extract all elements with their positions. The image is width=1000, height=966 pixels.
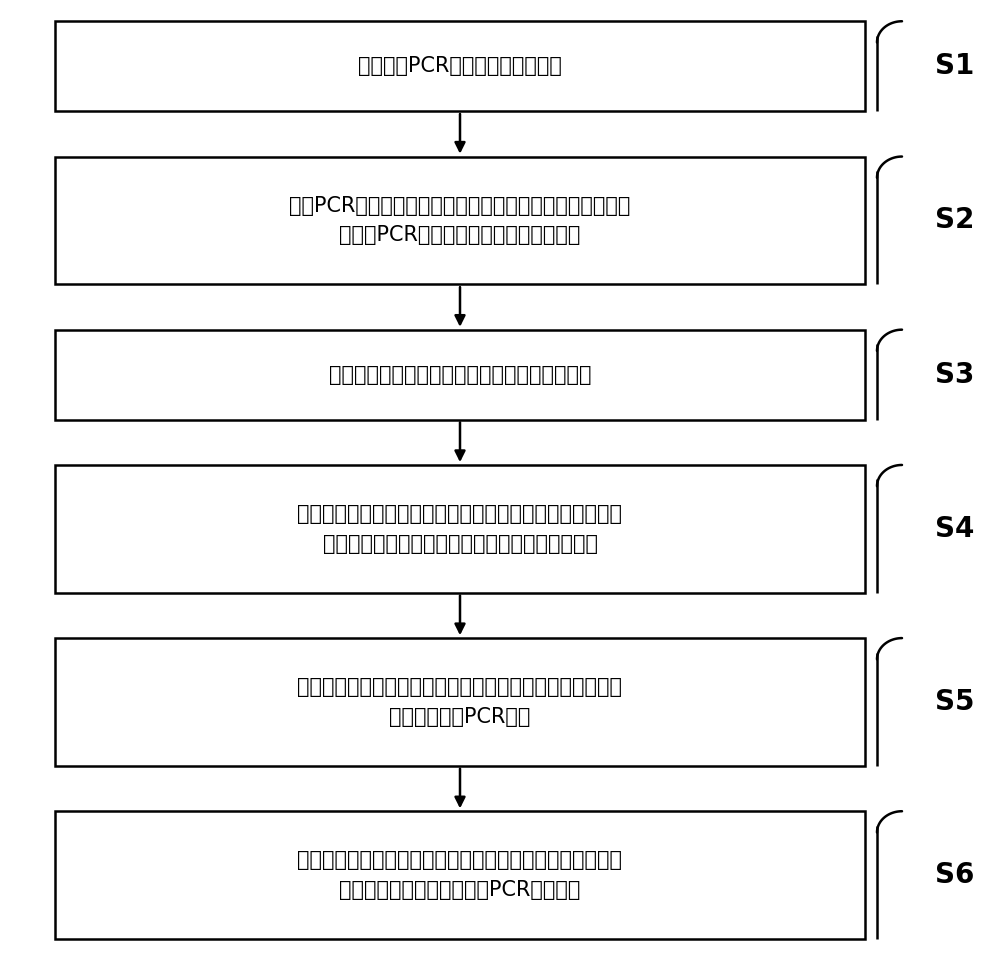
- Text: 判断用户是否在所分配的试剂槽位中放入试剂杯，如果是，
则发送用于关闭所分配的试剂槽位的关盖指令信息: 判断用户是否在所分配的试剂槽位中放入试剂杯，如果是， 则发送用于关闭所分配的试剂…: [298, 504, 622, 554]
- Text: S1: S1: [935, 52, 974, 80]
- Text: S3: S3: [935, 360, 974, 388]
- Text: S6: S6: [935, 861, 974, 889]
- Text: 根据所述项目信息提取扩增程序参数并设置扩增程序，运行
扩增程序进行PCR扩增: 根据所述项目信息提取扩增程序参数并设置扩增程序，运行 扩增程序进行PCR扩增: [298, 677, 622, 726]
- FancyBboxPatch shape: [55, 21, 865, 111]
- Text: 获取PCR分析仪各试剂槽位的状态信息，根据所述状态信息
为当前PCR分析项目分配空闲的试剂槽位: 获取PCR分析仪各试剂槽位的状态信息，根据所述状态信息 为当前PCR分析项目分配…: [289, 195, 631, 245]
- Text: S4: S4: [935, 515, 974, 543]
- Text: 根据所述项目信息提取扩增结果分析参数并设置结果分析程
序，运行结果分析程序进行PCR结果分析: 根据所述项目信息提取扩增结果分析参数并设置结果分析程 序，运行结果分析程序进行P…: [298, 850, 622, 900]
- FancyBboxPatch shape: [55, 465, 865, 593]
- Text: 获取当前PCR分析项目的项目信息: 获取当前PCR分析项目的项目信息: [358, 56, 562, 76]
- FancyBboxPatch shape: [55, 329, 865, 419]
- Text: 发送用于打开所分配的试剂槽位的开盖指令信息: 发送用于打开所分配的试剂槽位的开盖指令信息: [329, 364, 591, 384]
- FancyBboxPatch shape: [55, 811, 865, 939]
- FancyBboxPatch shape: [55, 156, 865, 284]
- FancyBboxPatch shape: [55, 639, 865, 766]
- Text: S5: S5: [935, 688, 974, 716]
- Text: S2: S2: [935, 207, 974, 235]
